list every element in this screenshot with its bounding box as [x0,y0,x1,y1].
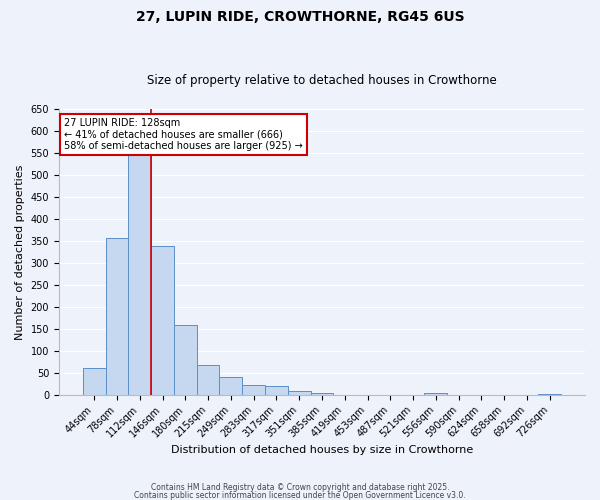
Y-axis label: Number of detached properties: Number of detached properties [15,164,25,340]
Text: Contains HM Land Registry data © Crown copyright and database right 2025.: Contains HM Land Registry data © Crown c… [151,484,449,492]
X-axis label: Distribution of detached houses by size in Crowthorne: Distribution of detached houses by size … [171,445,473,455]
Text: 27, LUPIN RIDE, CROWTHORNE, RG45 6US: 27, LUPIN RIDE, CROWTHORNE, RG45 6US [136,10,464,24]
Bar [83,368,106,395]
Bar [538,394,561,395]
Bar [106,238,128,395]
Bar [197,365,220,395]
Bar [424,392,447,395]
Text: Contains public sector information licensed under the Open Government Licence v3: Contains public sector information licen… [134,490,466,500]
Bar [311,392,334,395]
Bar [151,246,174,395]
Bar [242,385,265,395]
Bar [265,386,288,395]
Title: Size of property relative to detached houses in Crowthorne: Size of property relative to detached ho… [147,74,497,87]
Bar [174,326,197,395]
Bar [220,377,242,395]
Bar [288,392,311,395]
Bar [128,154,151,395]
Text: 27 LUPIN RIDE: 128sqm
← 41% of detached houses are smaller (666)
58% of semi-det: 27 LUPIN RIDE: 128sqm ← 41% of detached … [64,118,303,151]
